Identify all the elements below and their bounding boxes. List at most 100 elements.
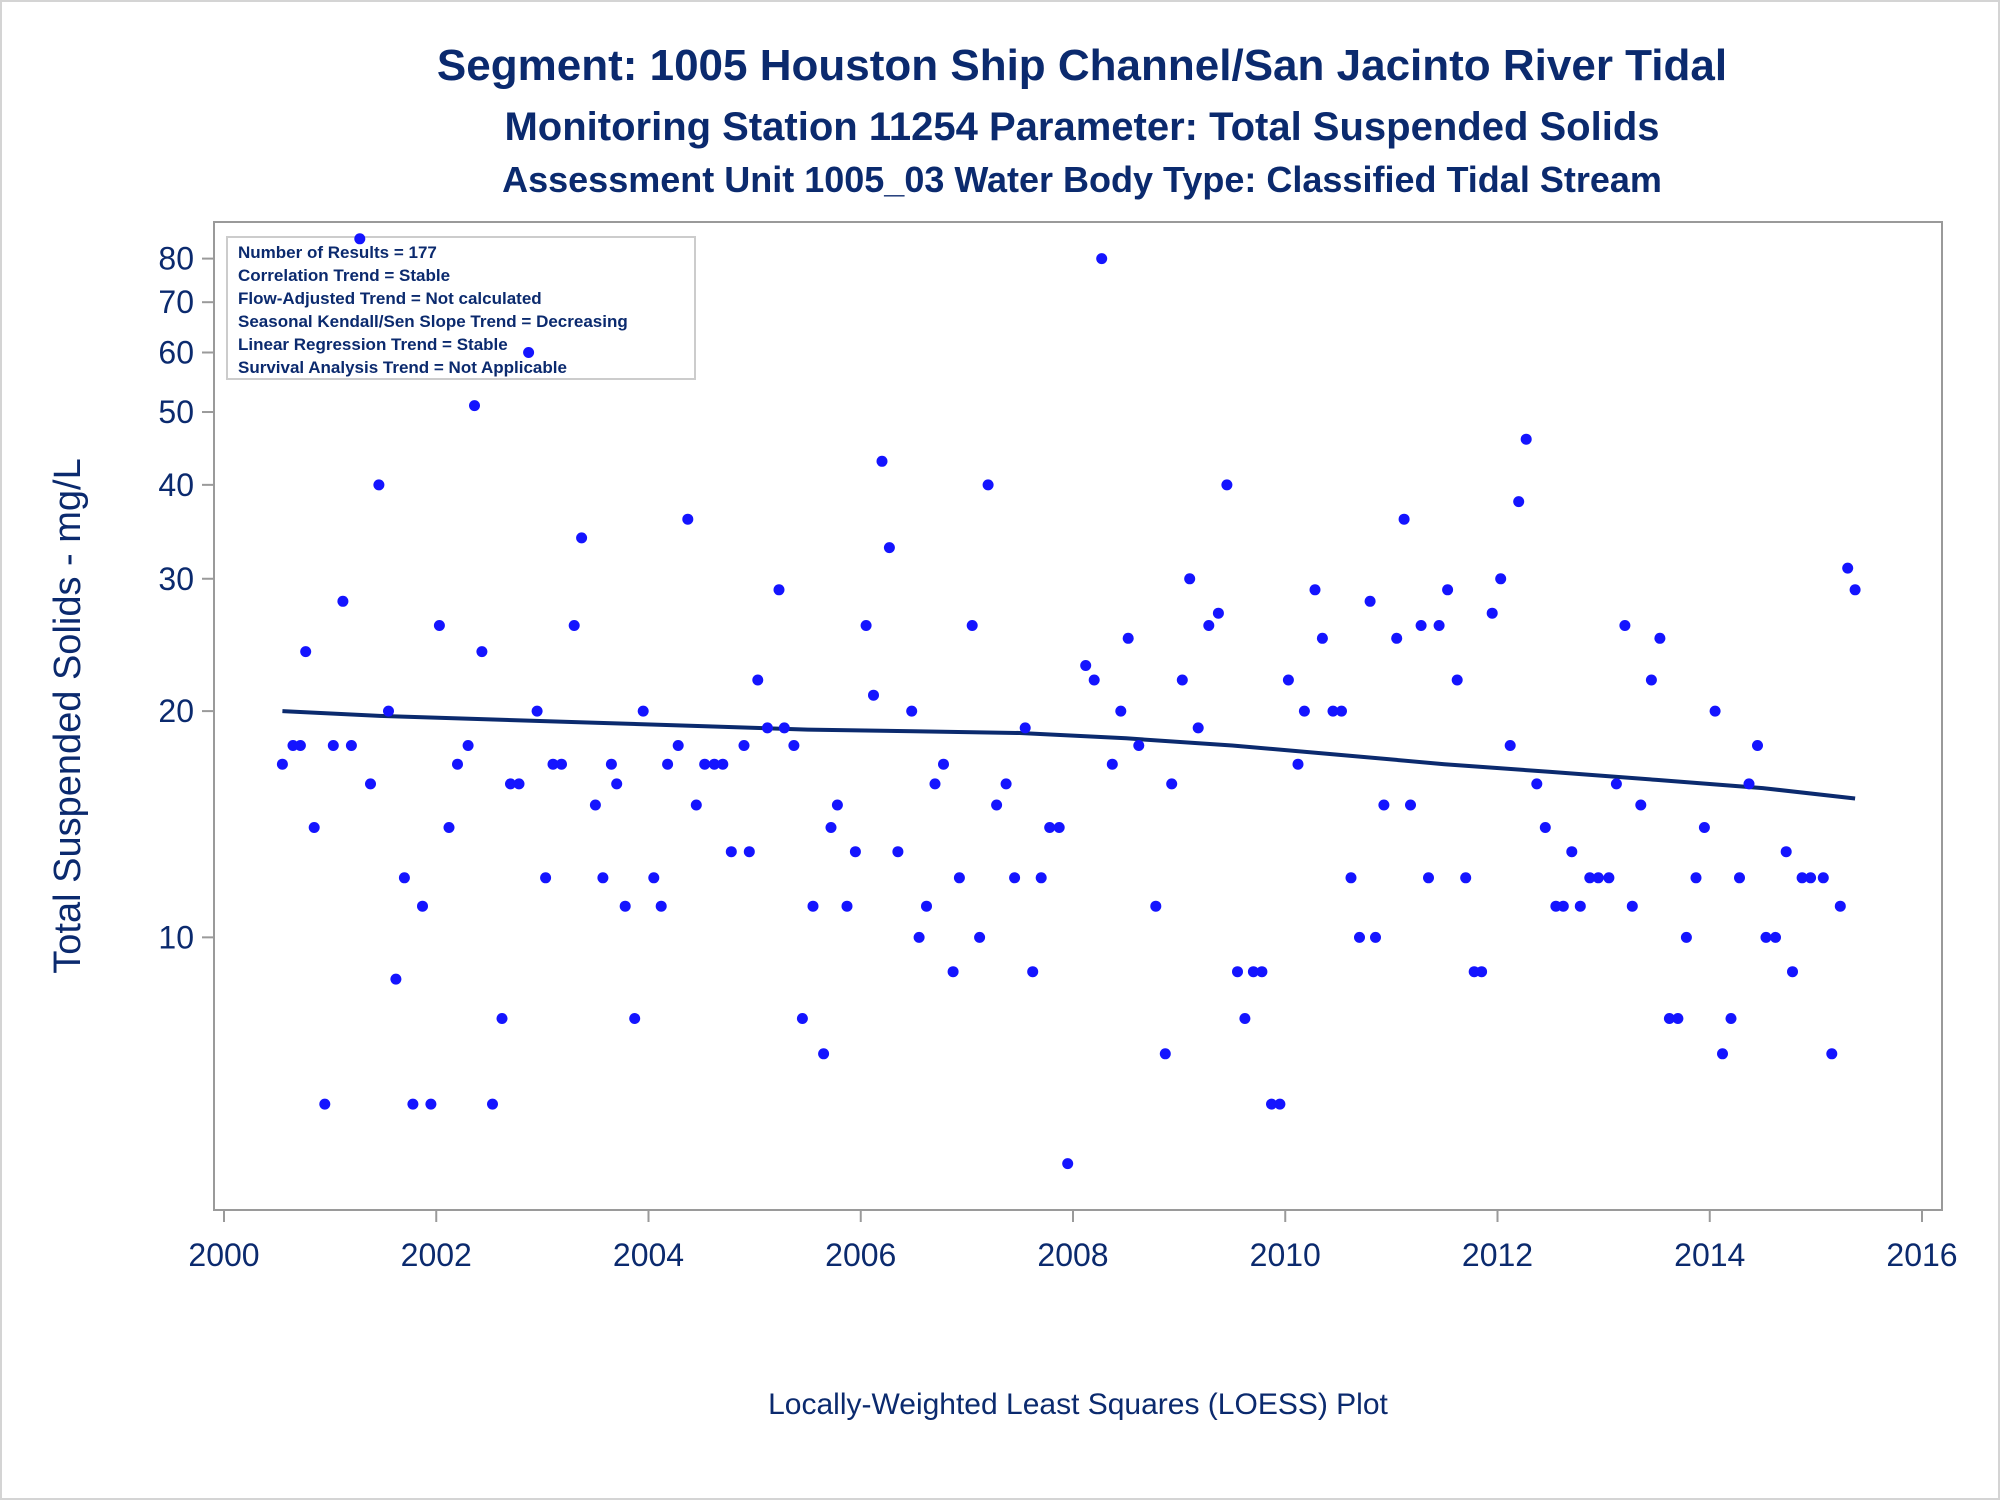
data-point — [1203, 620, 1215, 631]
data-point — [462, 740, 474, 751]
data-point — [831, 799, 843, 811]
data-point — [1282, 674, 1294, 686]
data-point — [1690, 872, 1702, 884]
loess-trend-line — [282, 709, 1856, 801]
data-point — [1566, 846, 1578, 858]
x-tick-label: 2004 — [613, 1237, 684, 1273]
data-point — [476, 646, 488, 658]
data-point — [953, 872, 965, 884]
data-point — [1256, 966, 1268, 978]
x-axis: 2000 2002 2004 2006 2008 2010 2012 2014 2016 — [188, 1210, 1958, 1273]
data-point — [761, 722, 773, 734]
data-point — [505, 778, 516, 790]
data-point — [1106, 758, 1118, 770]
data-point — [300, 646, 312, 658]
data-point — [788, 740, 800, 751]
y-tick-label: 60 — [158, 335, 194, 371]
chart-footnote: Locally-Weighted Least Squares (LOESS) P… — [768, 1388, 1388, 1421]
data-point — [938, 758, 949, 770]
data-point — [1122, 632, 1134, 644]
data-point — [1316, 632, 1328, 644]
data-point — [1274, 1098, 1286, 1110]
data-point — [1027, 966, 1039, 978]
x-tick-label: 2014 — [1674, 1237, 1745, 1273]
data-point — [1672, 1013, 1684, 1024]
data-point — [1391, 632, 1403, 644]
data-point — [892, 846, 904, 858]
data-point — [1654, 632, 1666, 644]
data-point — [443, 822, 455, 833]
data-point — [1513, 496, 1525, 508]
data-point — [929, 778, 941, 790]
data-point — [738, 740, 750, 751]
data-point — [637, 705, 649, 717]
data-point — [818, 1048, 830, 1060]
data-point — [531, 705, 543, 717]
data-point — [1009, 872, 1021, 884]
data-point — [662, 758, 674, 770]
data-point — [841, 900, 853, 912]
stat-seasonal-kendall-trend: Seasonal Kendall/Sen Slope Trend = Decre… — [238, 312, 628, 331]
data-point — [1247, 966, 1259, 978]
data-point — [991, 799, 1003, 811]
data-point — [1451, 674, 1463, 686]
data-point — [1698, 822, 1710, 833]
y-tick-label: 10 — [158, 919, 194, 955]
data-point — [1520, 433, 1532, 445]
data-point — [1504, 740, 1516, 751]
data-point — [1770, 931, 1781, 943]
data-point — [1834, 900, 1846, 912]
data-point — [1044, 822, 1056, 833]
data-point — [619, 900, 631, 912]
data-point — [1603, 872, 1615, 884]
data-point — [1345, 872, 1357, 884]
chart-subtitle: Monitoring Station 11254 Parameter: Tota… — [504, 105, 1659, 149]
data-point — [752, 674, 764, 686]
data-point — [1309, 584, 1321, 596]
data-point — [1354, 931, 1365, 943]
data-point — [1574, 900, 1586, 912]
data-point — [807, 900, 819, 912]
data-point — [373, 479, 385, 491]
data-point — [1062, 1158, 1074, 1170]
data-point — [1239, 1013, 1251, 1024]
data-point — [982, 479, 994, 491]
data-point — [1212, 607, 1224, 619]
data-point — [699, 758, 711, 770]
data-point — [383, 705, 394, 717]
data-point — [1584, 872, 1596, 884]
data-point — [1378, 799, 1390, 811]
data-point — [849, 846, 861, 858]
data-point — [433, 620, 445, 631]
data-point — [1096, 253, 1108, 265]
data-point — [1619, 620, 1631, 631]
data-point — [629, 1013, 641, 1024]
data-point — [1292, 758, 1304, 770]
x-tick-label: 2002 — [401, 1237, 472, 1273]
data-point — [1635, 799, 1647, 811]
data-point — [1336, 705, 1347, 717]
data-point — [496, 1013, 508, 1024]
data-point — [308, 822, 320, 833]
data-point — [337, 595, 349, 607]
data-point — [398, 872, 410, 884]
data-point — [1486, 607, 1498, 619]
data-point — [1232, 966, 1243, 978]
y-axis: 10 20 30 40 50 60 70 80 — [158, 241, 214, 955]
stat-flow-adjusted-trend: Flow-Adjusted Trend = Not calculated — [238, 289, 542, 308]
data-point — [597, 872, 609, 884]
data-point — [1415, 620, 1427, 631]
data-point — [1539, 822, 1551, 833]
y-tick-label: 50 — [158, 394, 194, 430]
data-point — [589, 799, 601, 811]
data-point — [1796, 872, 1808, 884]
data-point — [365, 778, 376, 790]
data-point — [1680, 931, 1692, 943]
data-point — [1645, 674, 1657, 686]
data-point — [1159, 1048, 1171, 1060]
data-point — [1405, 799, 1416, 811]
data-point — [1476, 966, 1488, 978]
data-point — [1115, 705, 1127, 717]
data-point — [717, 758, 729, 770]
